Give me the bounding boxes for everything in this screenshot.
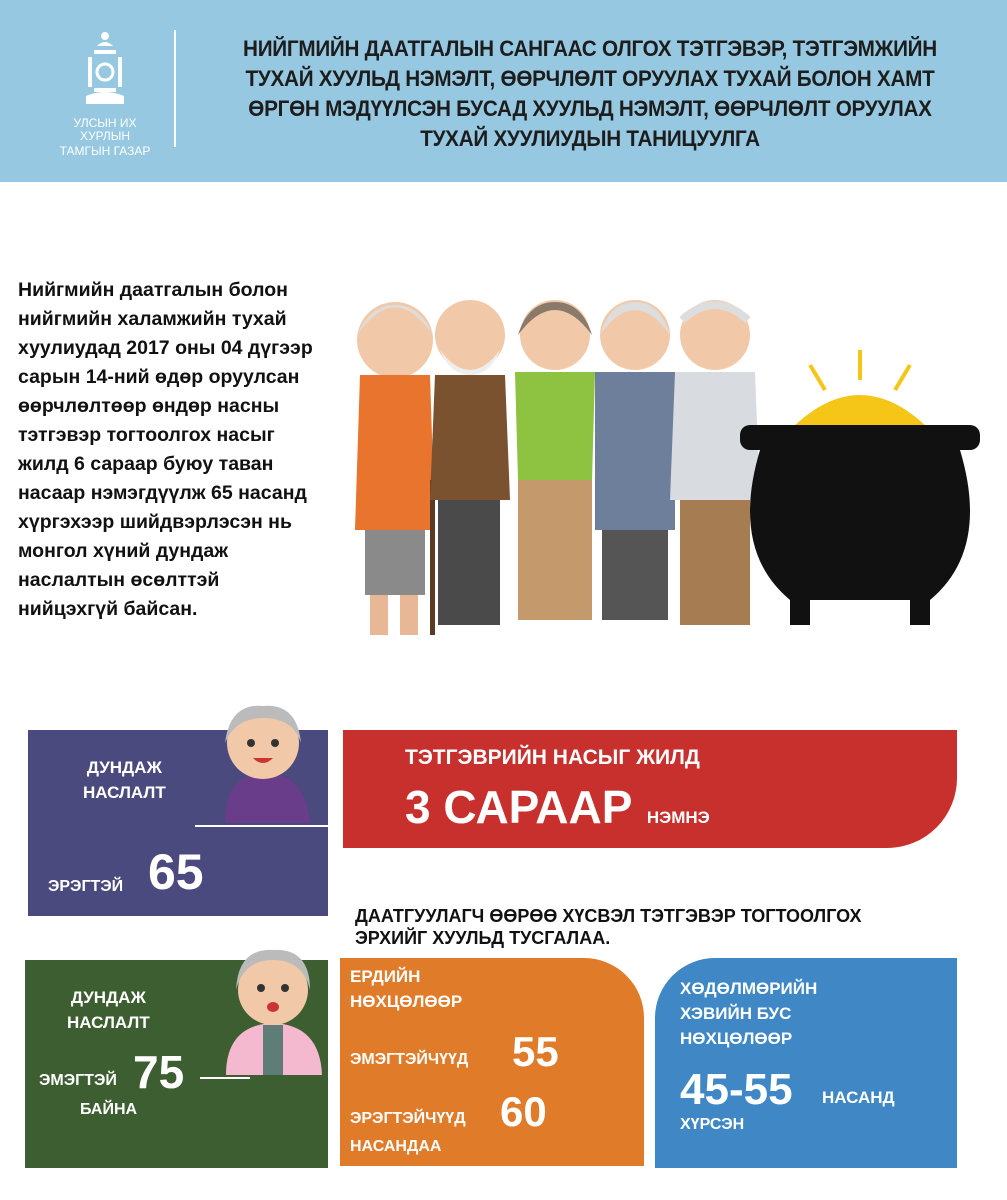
women-label: ЭМЭГТЭЙЧҮҮД [350, 1051, 469, 1068]
title-line: НИЙГМИЙН ДААТГАЛЫН САНГААС ОЛГОХ ТЭТГЭВЭ… [243, 36, 937, 61]
red-banner-heading: ТЭТГЭВРИЙН НАСЫГ ЖИЛД [405, 746, 700, 769]
title-line: НӨХЦӨЛӨӨР [680, 1029, 793, 1048]
orange-suffix: НАСАНДАА [350, 1138, 442, 1155]
months-value: 3 САРААР [405, 781, 633, 833]
label-line: НАСЛАЛТ [83, 783, 166, 802]
note-line: ЭРХИЙГ ХУУЛЬД ТУСГАЛАА. [355, 928, 611, 948]
blue-suffix: ХҮРСЭН [680, 1116, 745, 1133]
blue-card-title: ХӨДӨЛМӨРИЙН ХЭВИЙН БУС НӨХЦӨЛӨӨР [680, 976, 817, 1051]
divider [200, 1077, 250, 1079]
intro-paragraph: Нийгмийн даатгалын болон нийгмийн халамж… [18, 279, 313, 620]
gold-pot-icon [740, 350, 980, 625]
logo-caption-2: ТАМГЫН ГАЗАР [59, 144, 151, 158]
women-age-value: 55 [512, 1028, 559, 1075]
title-line: ӨРГӨН МЭДҮҮЛСЭН БУСАД ХУУЛЬД НЭМЭЛТ, ӨӨР… [248, 96, 932, 121]
label-line: ДУНДАЖ [70, 988, 146, 1007]
elderly-people [355, 300, 760, 635]
female-gender-label: ЭМЭГТЭЙ [39, 1072, 117, 1089]
pension-age-increase-banner: ТЭТГЭВРИЙН НАСЫГ ЖИЛД 3 САРААР НЭМНЭ [343, 730, 957, 848]
male-card-label: ДУНДАЖ НАСЛАЛТ [83, 755, 166, 805]
elderly-group-illustration [355, 300, 980, 635]
logo-caption-1: УЛСЫН ИХ ХУРЛЫН [73, 116, 137, 143]
male-age-value: 65 [148, 844, 204, 900]
title-line: ТУХАЙ ХУУЛЬД НЭМЭЛТ, ӨӨРЧЛӨЛТ ОРУУЛАХ ТУ… [245, 66, 935, 91]
female-age-value: 75 [133, 1046, 185, 1098]
normal-conditions-card: ЕРДИЙН НӨХЦӨЛӨӨР ЭМЭГТЭЙЧҮҮД 55 ЭРЭГТЭЙЧ… [340, 958, 644, 1166]
orange-card-title: ЕРДИЙН НӨХЦӨЛӨӨР [350, 964, 462, 1014]
increase-suffix: НЭМНЭ [646, 808, 710, 827]
label-line: НАСЛАЛТ [67, 1013, 150, 1032]
note-line: ДААТГУУЛАГЧ ӨӨРӨӨ ХҮСВЭЛ ТЭТГЭВЭР ТОГТОО… [355, 906, 862, 926]
label-line: ДУНДАЖ [86, 758, 162, 777]
age-range-value: 45-55 [680, 1065, 793, 1114]
title-line: ХЭВИЙН БУС [680, 1004, 792, 1023]
divider [174, 30, 176, 147]
title-line: ЕРДИЙН [350, 967, 421, 986]
soyombo-emblem-icon [86, 32, 124, 104]
title-line: ТУХАЙ ХУУЛИУДЫН ТАНИЦУУЛГА [420, 126, 760, 151]
age-unit: НАСАНД [822, 1088, 895, 1107]
insured-choice-note: ДААТГУУЛАГЧ ӨӨРӨӨ ХҮСВЭЛ ТЭТГЭВЭР ТОГТОО… [355, 905, 861, 949]
page-title: НИЙГМИЙН ДААТГАЛЫН САНГААС ОЛГОХ ТЭТГЭВЭ… [217, 34, 962, 154]
male-gender-label: ЭРЭГТЭЙ [48, 878, 124, 895]
title-line: ХӨДӨЛМӨРИЙН [680, 979, 818, 998]
header-banner: УЛСЫН ИХ ХУРЛЫН ТАМГЫН ГАЗАР НИЙГМИЙН ДА… [0, 0, 1007, 182]
abnormal-conditions-card: ХӨДӨЛМӨРИЙН ХЭВИЙН БУС НӨХЦӨЛӨӨР 45-55 Н… [655, 958, 957, 1168]
elderly-man-icon [225, 705, 310, 823]
parliament-logo: УЛСЫН ИХ ХУРЛЫН ТАМГЫН ГАЗАР [50, 30, 160, 158]
red-banner-main: 3 САРААР НЭМНЭ [405, 780, 710, 834]
title-line: НӨХЦӨЛӨӨР [350, 992, 463, 1011]
female-suffix: БАЙНА [80, 1101, 138, 1118]
men-age-value: 60 [500, 1088, 547, 1135]
female-card-label: ДУНДАЖ НАСЛАЛТ [67, 985, 150, 1035]
divider [195, 825, 330, 827]
men-label: ЭРЭГТЭЙЧҮҮД [350, 1110, 466, 1127]
elderly-woman-icon [226, 949, 322, 1075]
